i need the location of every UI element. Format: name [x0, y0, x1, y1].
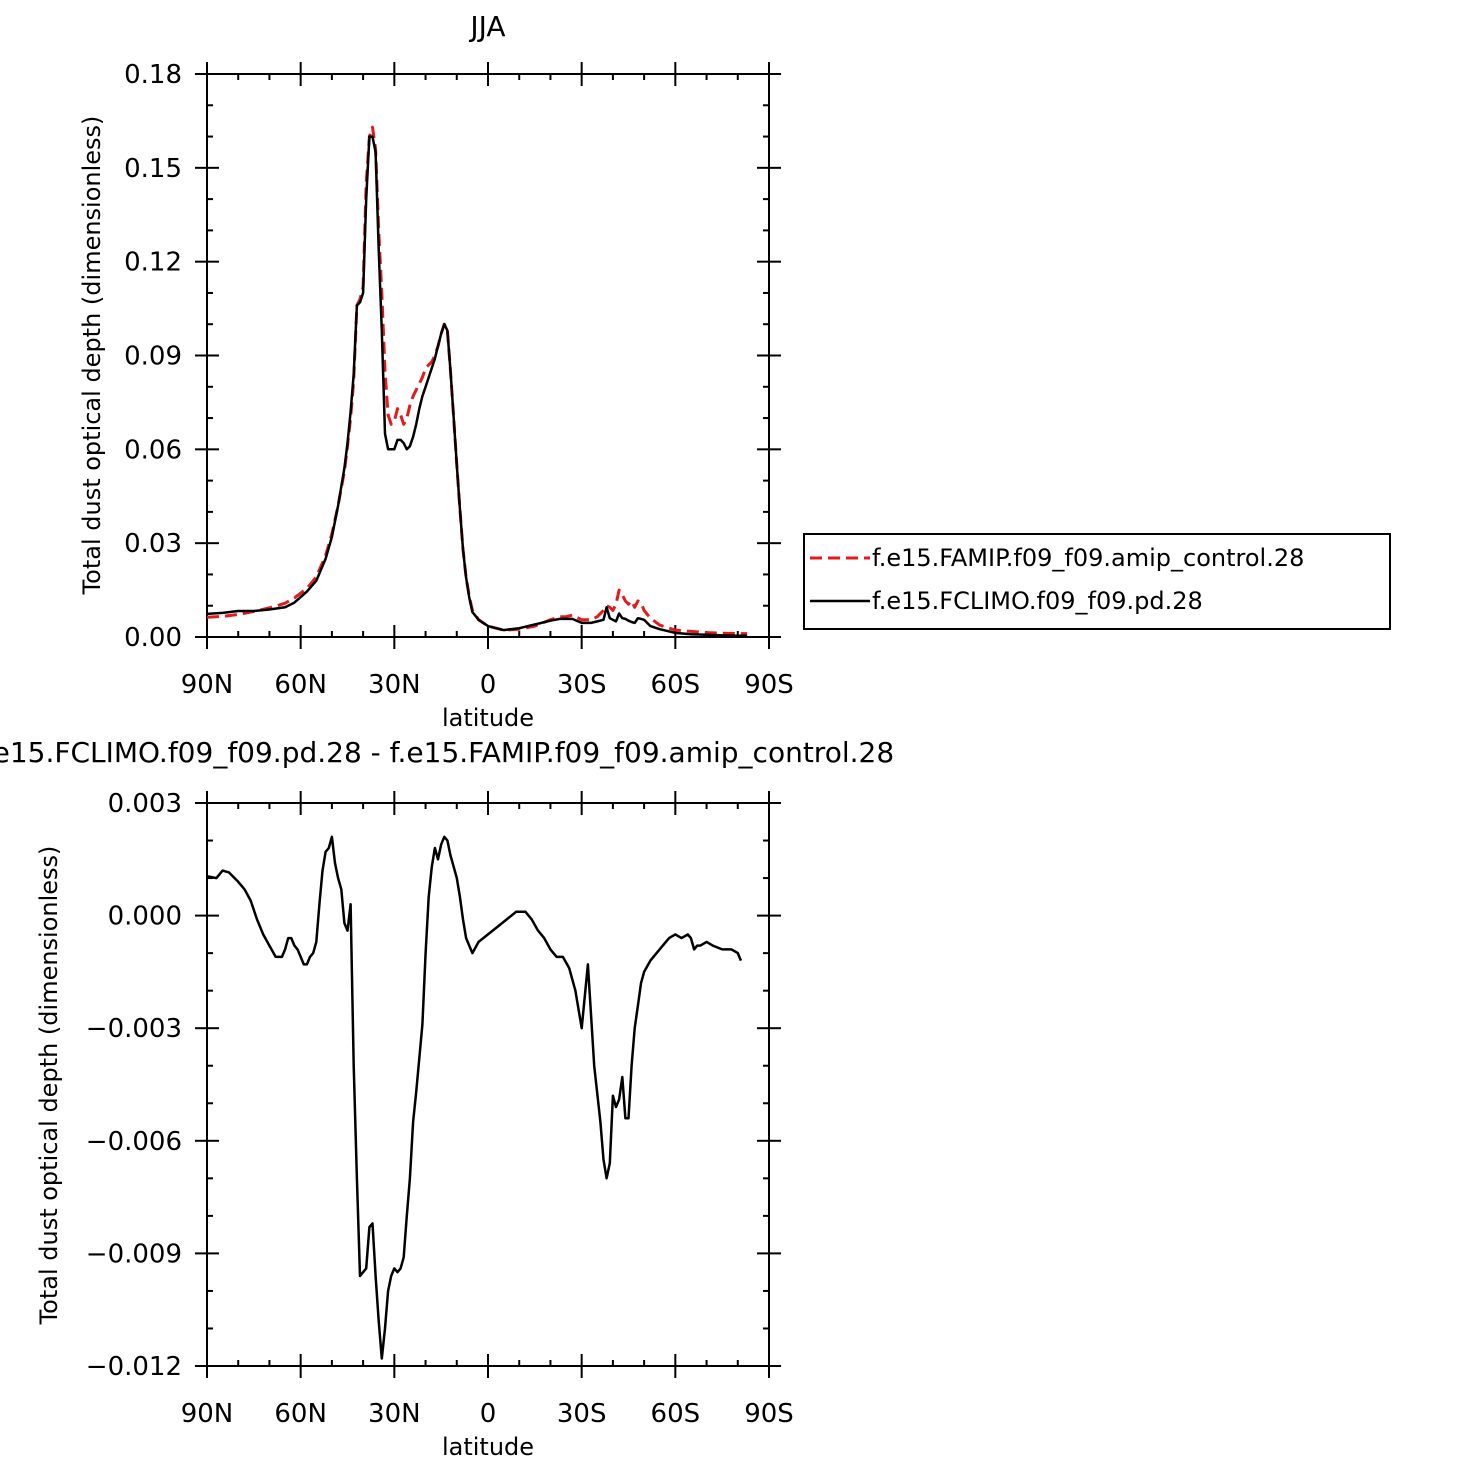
legend-label-fclimo: f.e15.FCLIMO.f09_f09.pd.28 — [872, 587, 1203, 615]
top-legend: f.e15.FAMIP.f09_f09.amip_control.28 f.e1… — [803, 533, 1391, 630]
y-tick-label: −0.009 — [86, 1239, 182, 1269]
bottom-panel: f.e15.FCLIMO.f09_f09.pd.28 - f.e15.FAMIP… — [0, 736, 894, 1461]
y-tick-label: 0.03 — [124, 529, 182, 559]
legend-label-famip: f.e15.FAMIP.f09_f09.amip_control.28 — [872, 544, 1304, 572]
x-tick-label: 30N — [368, 1399, 421, 1429]
y-tick-label: 0.15 — [124, 154, 182, 184]
series-line-0 — [206, 125, 748, 636]
x-tick-label: 30N — [368, 670, 421, 700]
series-line-1 — [206, 135, 748, 637]
y-tick-label: 0.06 — [124, 435, 182, 465]
x-tick-label: 60S — [651, 1399, 701, 1429]
top-plot-area: 90N 60N 30N 0 30S 60S 90S 0.00 0.03 0.06 0.09 0.12 0… — [124, 60, 794, 700]
x-tick-label: 90S — [744, 670, 794, 700]
bottom-chart-title: f.e15.FCLIMO.f09_f09.pd.28 - f.e15.FAMIP… — [0, 736, 894, 769]
top-x-axis-label: latitude — [442, 704, 534, 732]
y-tick-label: −0.003 — [86, 1014, 182, 1044]
x-tick-label: 30S — [557, 670, 607, 700]
x-tick-label: 60N — [274, 1399, 327, 1429]
x-tick-label: 90N — [181, 1399, 234, 1429]
x-tick-label: 0 — [480, 1399, 497, 1429]
y-tick-label: 0.12 — [124, 248, 182, 278]
x-tick-label: 90N — [181, 670, 234, 700]
y-tick-label: −0.006 — [86, 1127, 182, 1157]
x-tick-label: 90S — [744, 1399, 794, 1429]
y-tick-label: 0.000 — [108, 902, 182, 932]
top-chart-title: JJA — [468, 10, 505, 43]
top-y-axis-label: Total dust optical depth (dimensionless) — [78, 116, 106, 596]
y-tick-label: −0.012 — [86, 1352, 182, 1382]
bottom-y-axis-label: Total dust optical depth (dimensionless) — [35, 846, 63, 1326]
series-line-0 — [206, 835, 743, 1360]
plot-frame — [206, 73, 770, 638]
y-tick-label: 0.18 — [124, 60, 182, 90]
x-tick-label: 30S — [557, 1399, 607, 1429]
y-tick-label: 0.003 — [108, 789, 182, 819]
plot-frame — [206, 802, 770, 1367]
legend-box — [803, 533, 1391, 630]
y-tick-label: 0.00 — [124, 623, 182, 653]
x-tick-label: 0 — [480, 670, 497, 700]
y-tick-label: 0.09 — [124, 342, 182, 372]
top-panel: JJA Total dust optical depth (dimensionl… — [78, 10, 1391, 732]
bottom-x-axis-label: latitude — [442, 1433, 534, 1461]
x-tick-label: 60S — [651, 670, 701, 700]
bottom-plot-area: 90N 60N 30N 0 30S 60S 90S −0.012 −0.009 −0.006 −0.… — [86, 789, 794, 1429]
x-tick-label: 60N — [274, 670, 327, 700]
